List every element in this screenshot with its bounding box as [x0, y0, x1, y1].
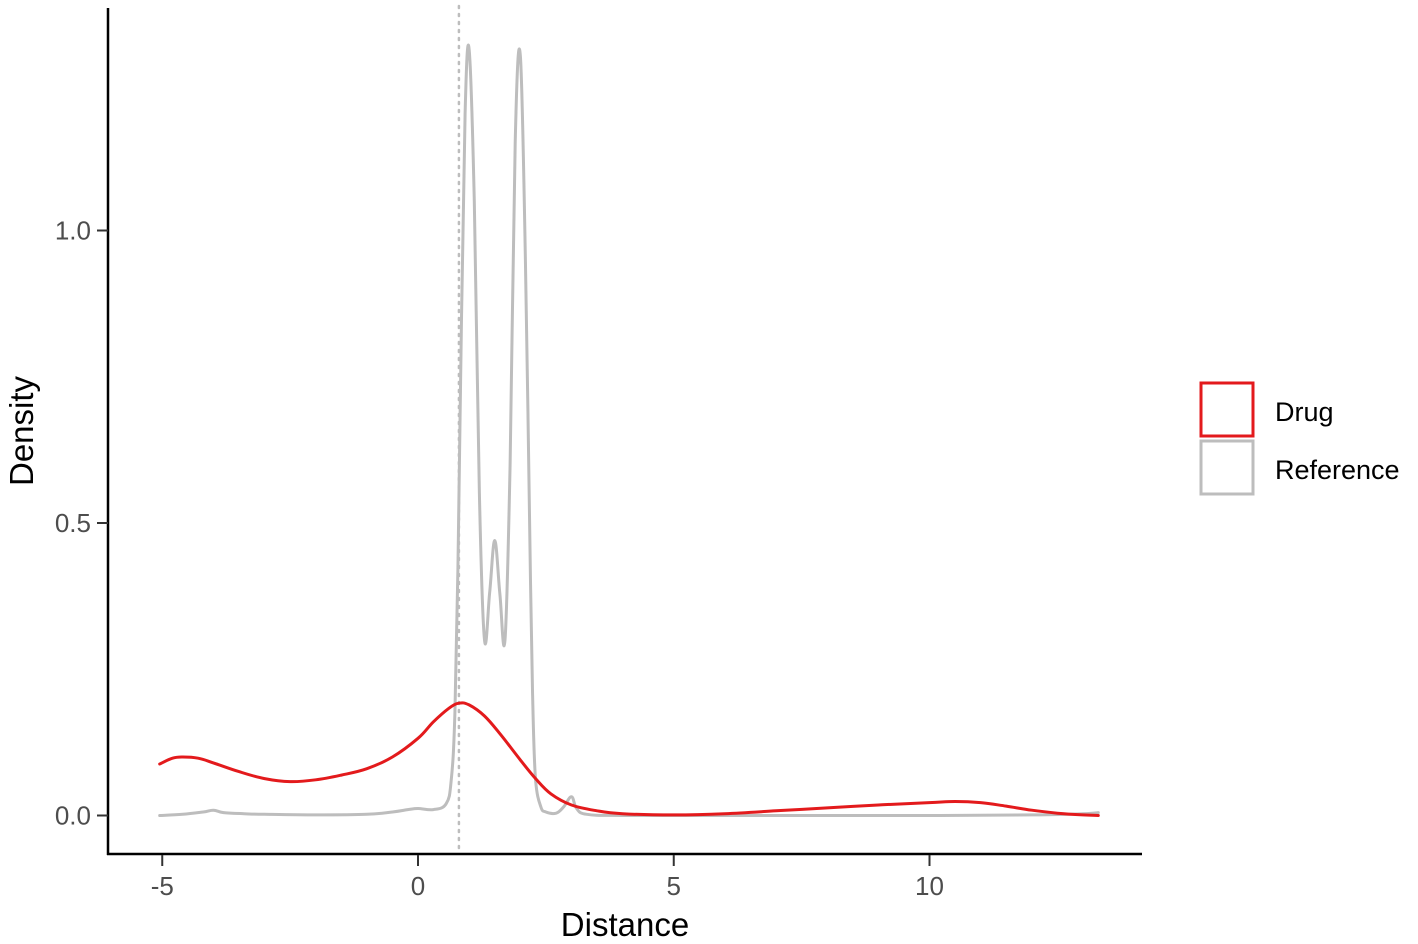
legend-key-reference — [1199, 439, 1255, 496]
y-axis-title: Density — [3, 375, 40, 486]
series-line-reference — [158, 43, 1100, 817]
legend: Drug Reference — [1199, 381, 1400, 496]
legend-label-drug: Drug — [1275, 397, 1334, 427]
y-ticks: 0.0 0.5 1.0 — [55, 216, 108, 831]
y-tick-label: 0.0 — [55, 801, 91, 831]
legend-label-reference: Reference — [1275, 455, 1400, 485]
x-ticks: -5 0 5 10 — [151, 855, 944, 901]
y-tick-label: 0.5 — [55, 508, 91, 538]
legend-key-drug — [1199, 381, 1255, 438]
series-line-drug — [158, 701, 1100, 817]
axes: -5 0 5 10 0.0 0.5 1.0 Distance Density — [3, 8, 1142, 943]
x-tick-label: -5 — [151, 871, 174, 901]
x-tick-label: 5 — [667, 871, 681, 901]
x-axis-title: Distance — [561, 906, 689, 943]
x-tick-label: 10 — [915, 871, 944, 901]
x-tick-label: 0 — [411, 871, 425, 901]
y-tick-label: 1.0 — [55, 216, 91, 246]
plot-area — [158, 4, 1100, 854]
